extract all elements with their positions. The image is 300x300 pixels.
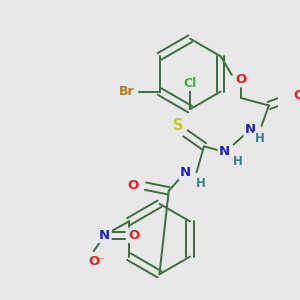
Text: O: O [128, 179, 139, 192]
Text: Br: Br [119, 85, 135, 98]
Text: N: N [245, 123, 256, 136]
Text: N: N [219, 146, 230, 158]
Text: O: O [129, 229, 140, 242]
Text: H: H [255, 132, 265, 146]
Text: H: H [233, 154, 243, 168]
Text: Cl: Cl [184, 77, 197, 90]
Text: N: N [180, 166, 191, 179]
Text: S: S [173, 118, 183, 134]
Text: ⁻: ⁻ [98, 256, 104, 266]
Text: N: N [99, 229, 110, 242]
Text: O: O [236, 73, 247, 86]
Text: O: O [88, 255, 99, 268]
Text: H: H [196, 177, 206, 190]
Text: O: O [293, 89, 300, 102]
